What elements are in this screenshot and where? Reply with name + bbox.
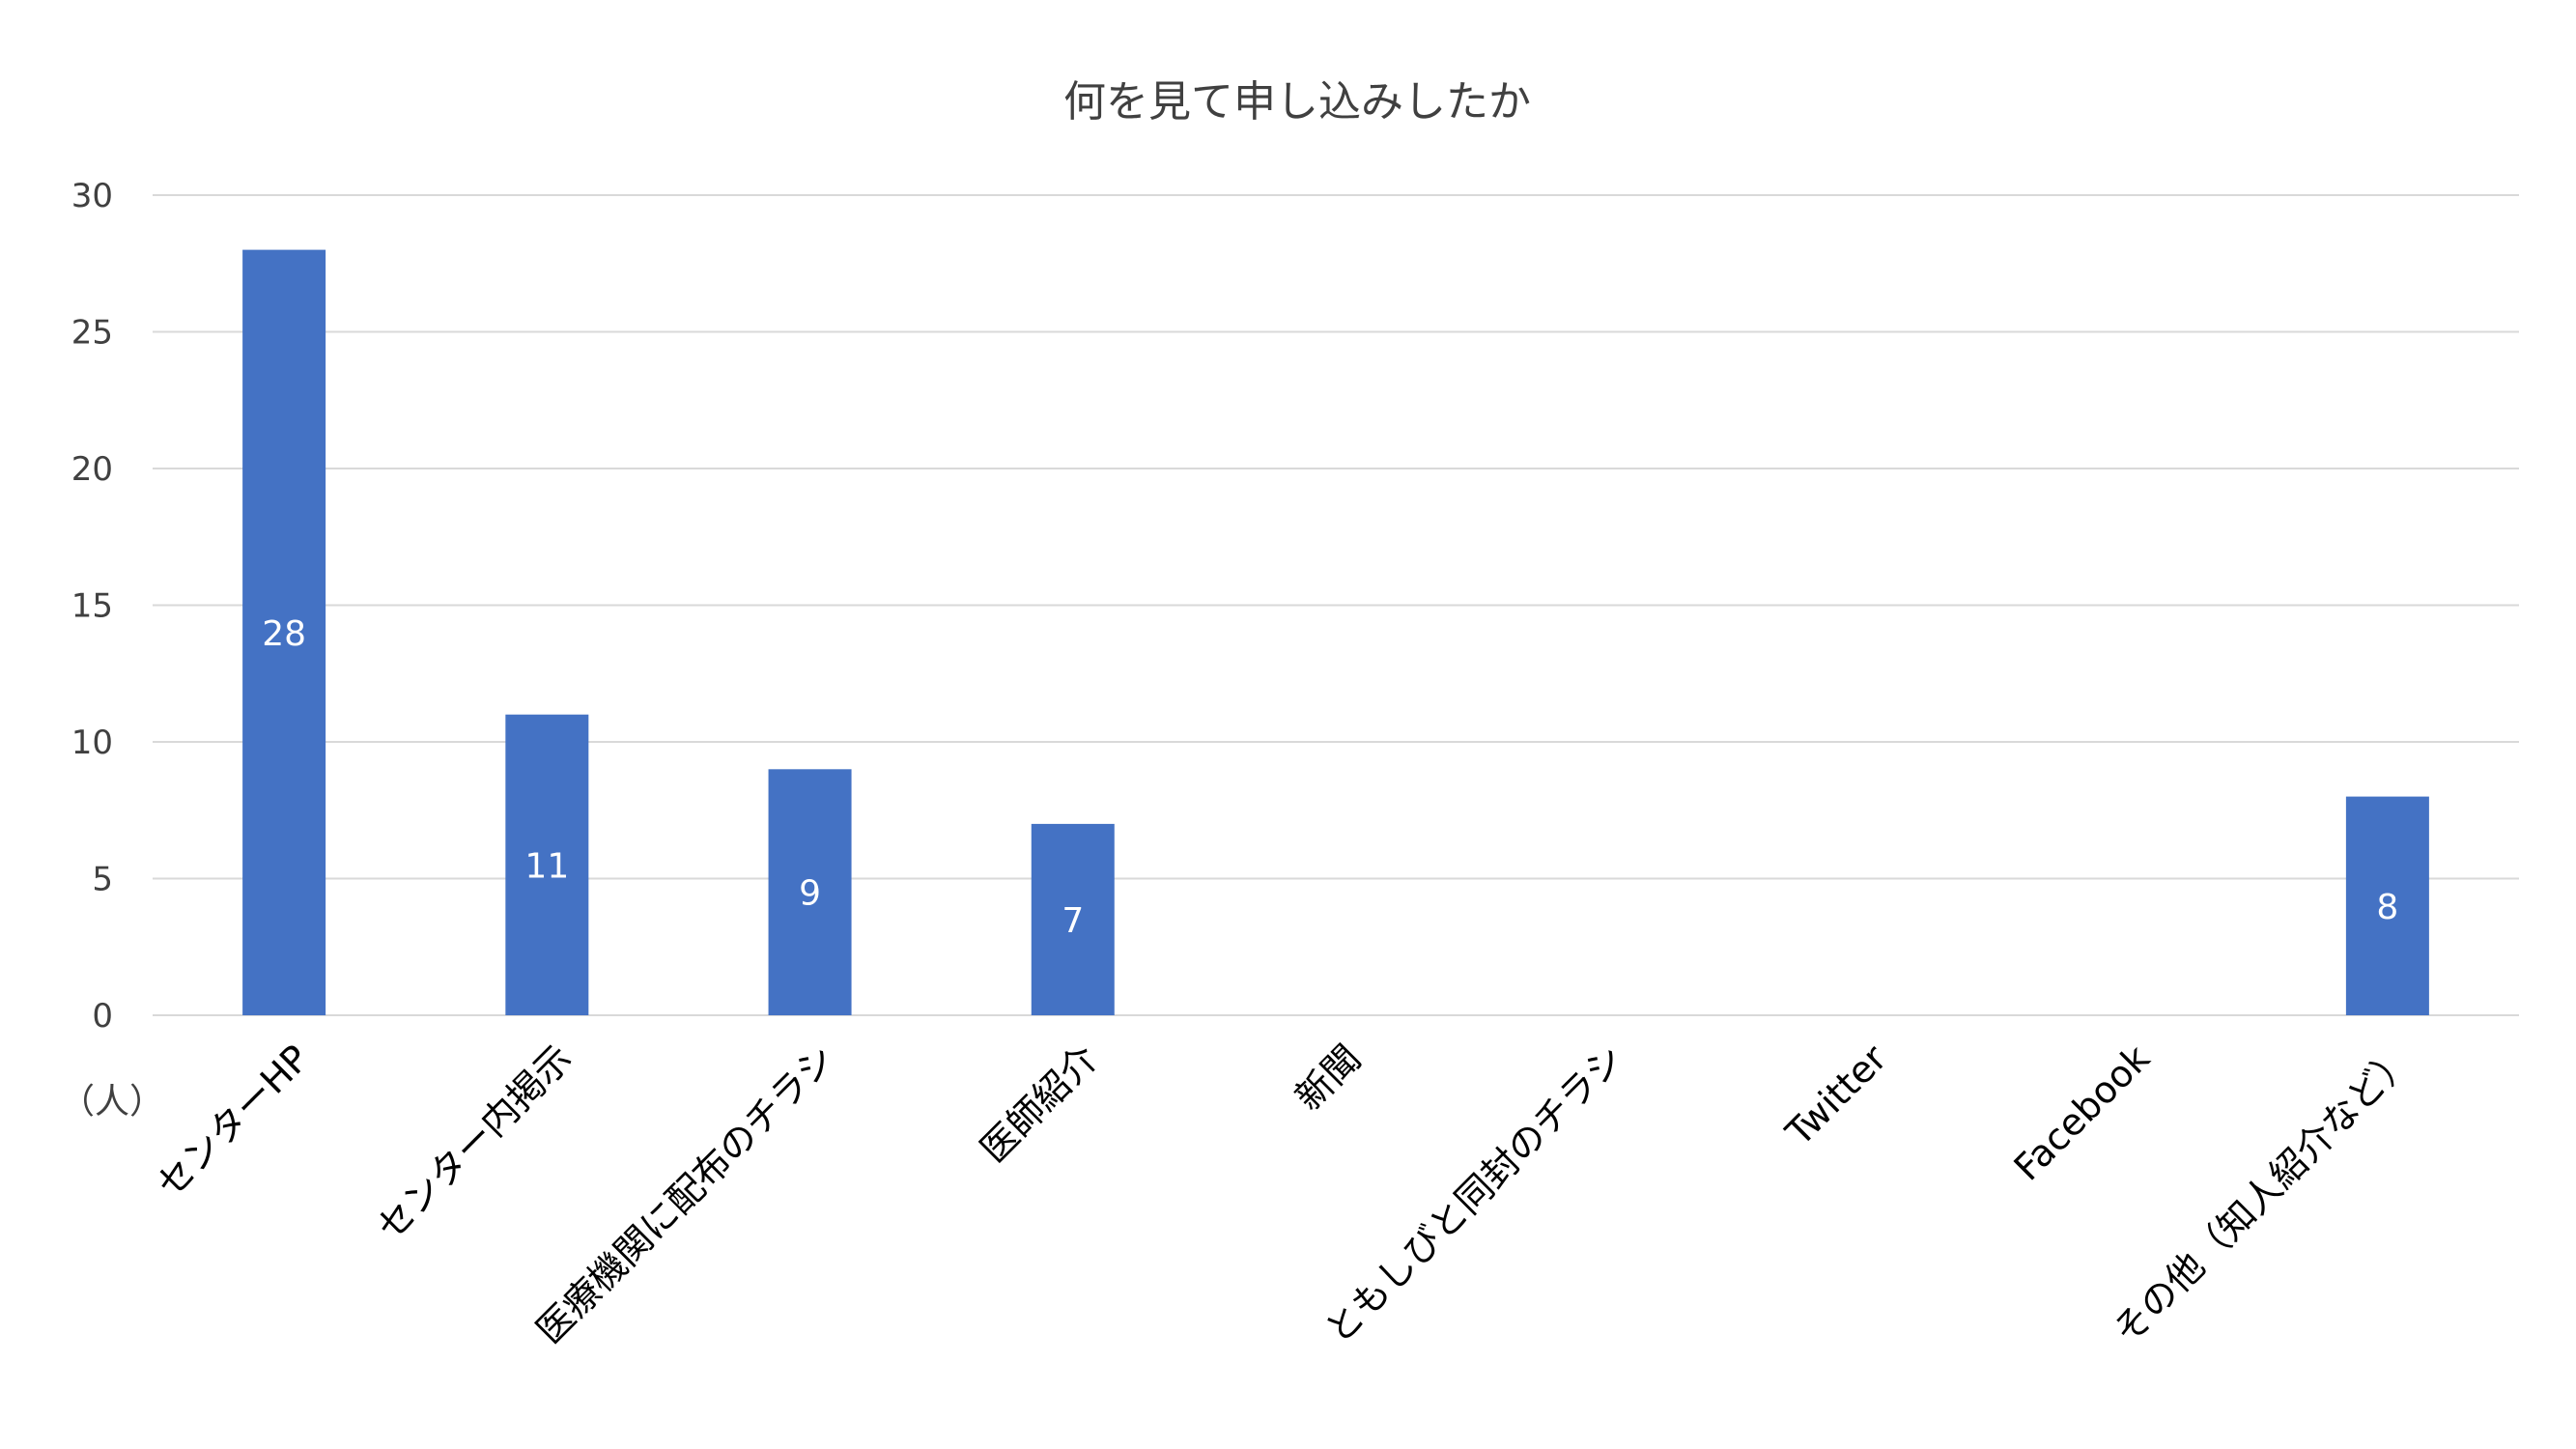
x-tick-label: Twitter bbox=[1777, 1037, 1895, 1154]
x-tick-label: 医師紹介 bbox=[973, 1037, 1107, 1171]
data-label: 8 bbox=[2376, 888, 2398, 927]
bar bbox=[768, 769, 852, 1015]
bar bbox=[1031, 823, 1115, 1015]
y-tick-label: 5 bbox=[92, 861, 113, 899]
bar bbox=[505, 714, 589, 1015]
data-label: 28 bbox=[262, 614, 306, 654]
y-tick-label: 25 bbox=[71, 314, 113, 353]
y-unit-label: （人） bbox=[60, 1082, 164, 1122]
y-tick-label: 30 bbox=[71, 177, 113, 215]
y-tick-label: 10 bbox=[71, 724, 113, 762]
bars bbox=[242, 249, 2429, 1016]
y-tick-label: 20 bbox=[71, 450, 113, 489]
bar bbox=[242, 249, 326, 1016]
data-label: 9 bbox=[799, 874, 821, 914]
x-tick-label: 医療機関に配布のチラシ bbox=[528, 1037, 843, 1351]
y-tick-label: 15 bbox=[71, 587, 113, 626]
x-tick-label: センター内掲示 bbox=[368, 1037, 580, 1248]
bar bbox=[2345, 796, 2429, 1015]
x-tick-label: Facebook bbox=[2006, 1037, 2158, 1188]
chart-title: 何を見て申し込みしたか bbox=[1063, 77, 1531, 127]
data-label: 11 bbox=[524, 846, 569, 886]
data-labels: 28 11 9 7 8 bbox=[262, 614, 2398, 941]
x-tick-label: センターHP bbox=[148, 1037, 317, 1206]
data-label: 7 bbox=[1062, 901, 1084, 941]
y-tick-label: 0 bbox=[92, 997, 113, 1036]
y-axis-ticks: 0 5 10 15 20 25 30 bbox=[71, 177, 113, 1036]
x-tick-label: 新聞 bbox=[1288, 1037, 1370, 1119]
x-tick-label: その他（知人紹介など） bbox=[2106, 1037, 2421, 1352]
x-tick-label: ともしびと同封のチラシ bbox=[1316, 1037, 1631, 1351]
